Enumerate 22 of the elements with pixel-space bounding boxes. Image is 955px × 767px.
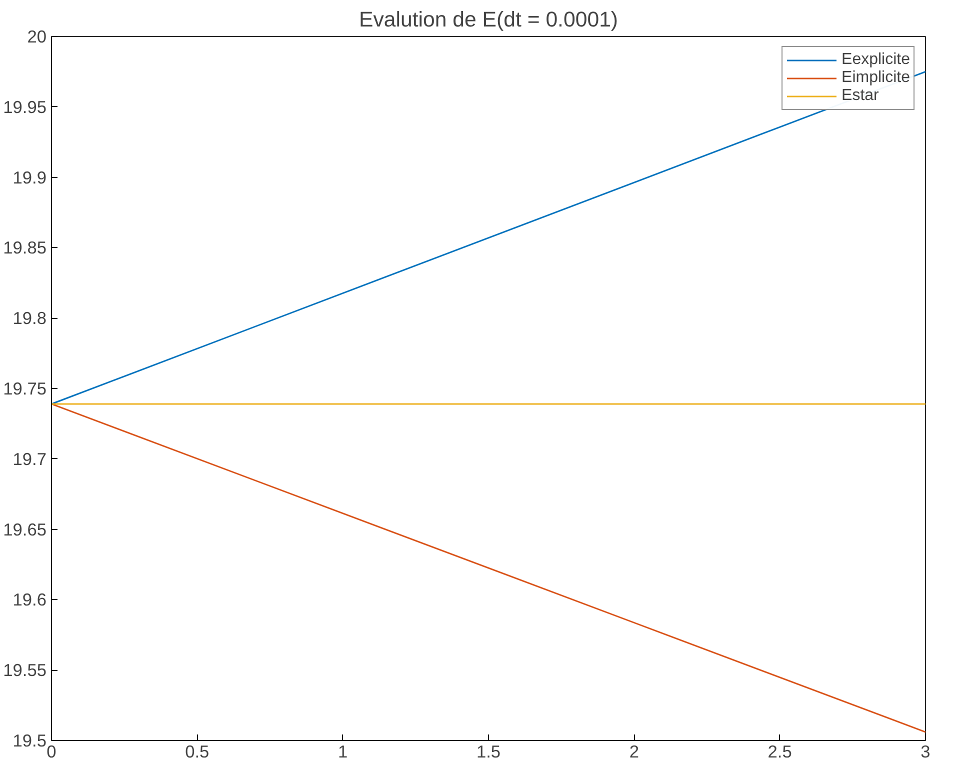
y-tick-label: 19.8 [12,308,47,328]
x-tick-label: 1 [338,742,348,762]
y-tick-label: 19.9 [12,167,47,188]
y-tick-label: 20 [27,26,47,46]
x-tick-label: 0.5 [185,742,210,762]
y-tick-label: 19.75 [3,378,47,398]
legend-label: Eexplicite [842,51,910,69]
y-tick-label: 19.95 [3,96,47,117]
x-tick-label: 2 [629,742,639,762]
y-tick-label: 19.65 [3,519,47,540]
legend-label: Estar [842,87,879,105]
y-tick-label: 19.5 [12,730,47,750]
legend-label: Eimplicite [842,69,910,87]
y-tick-label: 19.6 [12,590,47,610]
x-tick-label: 2.5 [768,742,792,762]
chart-title: Evalution de E(dt = 0.0001) [358,8,618,32]
y-tick-label: 19.7 [12,448,47,469]
x-tick-label: 0 [46,742,56,762]
x-tick-label: 3 [920,742,930,762]
y-tick-label: 19.55 [3,660,47,680]
x-tick-label: 1.5 [476,742,501,762]
y-tick-label: 19.85 [3,238,47,258]
